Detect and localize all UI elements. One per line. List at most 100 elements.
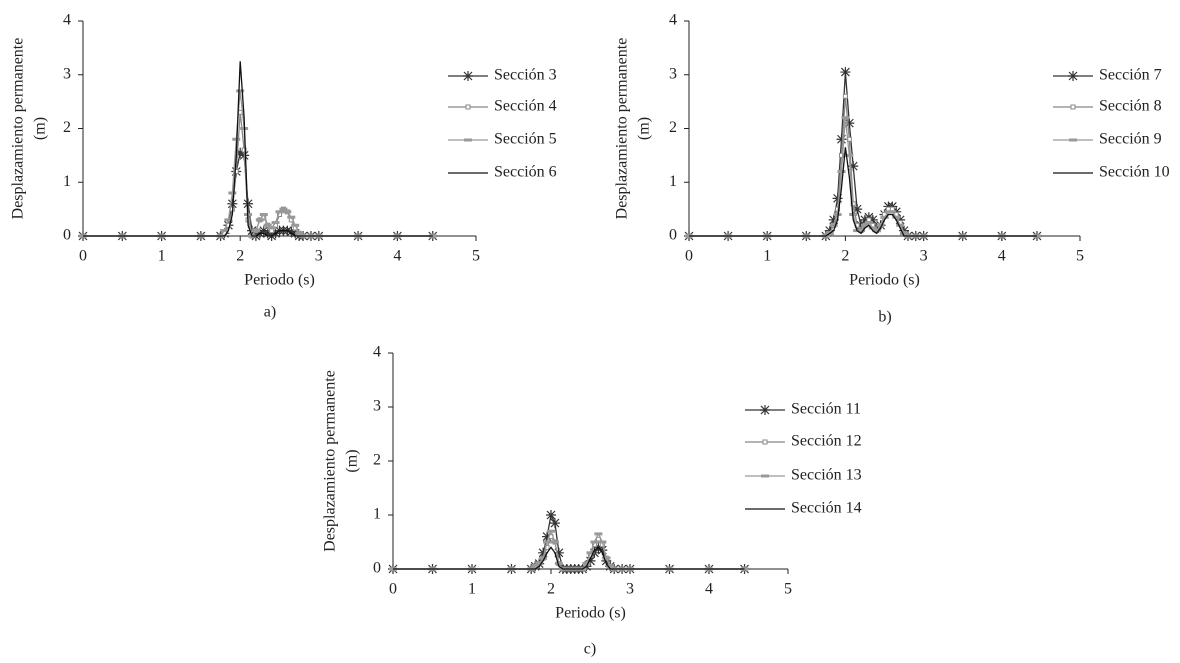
marker-star (844, 118, 855, 129)
x-tick-label: 4 (705, 581, 713, 598)
marker-square (465, 104, 471, 110)
marker-star (538, 547, 549, 558)
x-axis-label: Periodo (s) (849, 272, 920, 289)
x-tick-label: 1 (158, 248, 166, 265)
marker-dash (896, 223, 905, 227)
marker-dash (872, 229, 881, 233)
marker-dash (263, 223, 272, 227)
marker-star (895, 214, 906, 225)
x-tick-label: 0 (79, 248, 87, 265)
y-tick-label: 3 (669, 65, 677, 82)
marker-square (241, 147, 247, 153)
marker-dash (876, 223, 885, 227)
marker-dash (539, 556, 548, 560)
series-line (689, 72, 1037, 237)
marker-dash (251, 229, 260, 233)
y-tick-label: 1 (373, 506, 381, 523)
marker-square (1070, 104, 1076, 110)
legend-label: Sección 14 (791, 500, 862, 517)
x-tick-label: 3 (920, 248, 928, 265)
marker-dash (255, 218, 264, 222)
x-tick-label: 1 (763, 248, 771, 265)
marker-star (828, 214, 839, 225)
marker-dash (586, 551, 595, 555)
x-axis-label: Periodo (s) (244, 272, 315, 289)
x-tick-label: 2 (841, 248, 849, 265)
chart: 0 1 2 3 4 0 1 2 3 4 5 Periodo (s) Desplazamiento per… (10, 12, 557, 321)
marker-dash (606, 564, 615, 568)
y-tick-label: 2 (669, 119, 677, 136)
marker-dash (267, 226, 276, 230)
marker-star (840, 67, 851, 78)
x-tick-label: 3 (626, 581, 634, 598)
x-axis-label: Periodo (s) (555, 605, 626, 622)
marker-dash (598, 540, 607, 544)
marker-dash (531, 564, 540, 568)
marker-dash (232, 137, 241, 141)
series-line (83, 90, 433, 238)
marker-dash (582, 562, 591, 566)
x-tick-label: 2 (236, 248, 244, 265)
legend-label: Sección 6 (494, 164, 557, 181)
y-axis-label: Desplazamiento permanente (322, 370, 339, 552)
marker-star (585, 555, 596, 566)
y-tick-label: 3 (373, 398, 381, 415)
caption: c) (584, 641, 596, 658)
marker-dash (602, 556, 611, 560)
marker-star (258, 225, 269, 236)
x-tick-label: 4 (393, 248, 401, 265)
marker-star (832, 193, 843, 204)
marker-star (836, 134, 847, 145)
series-line (689, 96, 1037, 237)
marker-dash (291, 223, 300, 227)
marker-dash (880, 215, 889, 219)
marker-star (553, 547, 564, 558)
y-tick-label: 0 (373, 560, 381, 577)
marker-star (463, 71, 473, 81)
y-tick-label: 3 (63, 65, 71, 82)
marker-dash (761, 474, 769, 478)
marker-dash (543, 540, 552, 544)
y-axis-label: (m) (32, 117, 49, 140)
marker-dash (275, 210, 284, 214)
series-line (393, 512, 745, 570)
marker-square (762, 439, 768, 445)
legend-label: Sección 5 (494, 131, 557, 148)
x-tick-label: 0 (389, 581, 397, 598)
marker-dash (259, 213, 268, 216)
marker-dash (860, 223, 869, 227)
caption: b) (878, 309, 891, 326)
marker-star (549, 518, 560, 529)
marker-star (601, 555, 612, 566)
y-tick-label: 2 (373, 452, 381, 469)
marker-dash (594, 532, 603, 536)
marker-dash (550, 540, 559, 544)
chart: 0 1 2 3 4 0 1 2 3 4 5 Periodo (s) Desplazamiento per… (614, 12, 1170, 326)
marker-dash (295, 231, 304, 235)
series-line (689, 147, 1037, 237)
marker-dash (547, 529, 555, 533)
x-tick-label: 1 (468, 581, 476, 598)
x-tick-label: 0 (685, 248, 693, 265)
marker-square (838, 152, 844, 158)
x-tick-label: 5 (472, 248, 480, 265)
marker-star (597, 545, 608, 556)
marker-square (842, 93, 848, 99)
marker-dash (535, 562, 544, 566)
marker-dash (283, 210, 292, 214)
y-tick-label: 2 (63, 119, 71, 136)
marker-dash (554, 562, 563, 566)
marker-star (867, 214, 878, 225)
marker-dash (1069, 138, 1077, 142)
x-tick-label: 5 (1076, 248, 1084, 265)
y-tick-label: 4 (63, 12, 71, 29)
y-tick-label: 1 (669, 173, 677, 190)
marker-square (544, 544, 550, 550)
marker-dash (228, 191, 237, 195)
marker-dash (841, 116, 850, 120)
caption: a) (264, 304, 276, 321)
marker-dash (224, 218, 233, 222)
marker-dash (845, 153, 854, 157)
series-line (393, 546, 745, 570)
marker-star (859, 214, 870, 225)
